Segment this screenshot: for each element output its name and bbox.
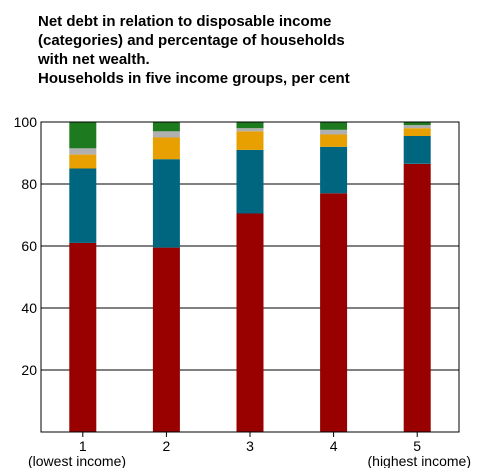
bar-segment-4-4 xyxy=(320,129,348,135)
y-tick-label-20: 20 xyxy=(21,362,37,378)
bar-stacks xyxy=(69,122,431,432)
chart-title-line-3: with net wealth. xyxy=(38,51,150,68)
bar-segment-1-2 xyxy=(69,168,97,243)
bar-segment-5-3 xyxy=(403,128,431,136)
chart-title-line-2: (categories) and percentage of household… xyxy=(38,32,345,49)
x-tick-label-5: 5 xyxy=(413,438,421,454)
x-sublabel-5: (highest income) xyxy=(368,453,472,468)
bar-stack-1 xyxy=(69,122,97,432)
bar-segment-5-4 xyxy=(403,125,431,129)
chart-title-line-4: Households in five income groups, per ce… xyxy=(38,70,350,87)
y-tick-label-100: 100 xyxy=(14,114,38,130)
y-tick-label-60: 60 xyxy=(21,238,37,254)
x-tick-label-1: 1 xyxy=(79,438,87,454)
bar-segment-2-5 xyxy=(152,122,180,132)
y-tick-label-80: 80 xyxy=(21,176,37,192)
x-tick-label-3: 3 xyxy=(246,438,254,454)
bar-segment-5-5 xyxy=(403,122,431,126)
x-sublabel-1: (lowest income) xyxy=(28,453,126,468)
bar-segment-1-4 xyxy=(69,148,97,155)
bar-segment-2-2 xyxy=(152,159,180,248)
bar-segment-2-1 xyxy=(152,247,180,432)
x-tick-label-2: 2 xyxy=(163,438,171,454)
bar-segment-3-4 xyxy=(236,128,264,132)
y-axis: 20 40 60 80 100 xyxy=(14,114,38,378)
bar-segment-4-2 xyxy=(320,146,348,194)
chart-title: Net debt in relation to disposable incom… xyxy=(38,12,468,88)
x-axis: 1(lowest income) 2 3 4 5(highest income) xyxy=(28,432,471,468)
bar-segment-3-3 xyxy=(236,131,264,150)
bar-segment-5-1 xyxy=(403,163,431,432)
bar-stack-5 xyxy=(403,122,431,432)
bar-segment-1-1 xyxy=(69,242,97,432)
y-tick-label-40: 40 xyxy=(21,300,37,316)
bar-stack-2 xyxy=(152,122,180,432)
bar-segment-2-3 xyxy=(152,137,180,160)
bar-segment-2-4 xyxy=(152,131,180,138)
bar-stack-3 xyxy=(236,122,264,432)
bar-segment-1-3 xyxy=(69,154,97,169)
bar-stack-4 xyxy=(320,122,348,432)
bar-segment-3-1 xyxy=(236,213,264,432)
chart-title-line-1: Net debt in relation to disposable incom… xyxy=(38,13,332,30)
bar-segment-3-5 xyxy=(236,122,264,129)
bar-segment-4-5 xyxy=(320,122,348,130)
bar-segment-4-1 xyxy=(320,193,348,432)
bar-segment-4-3 xyxy=(320,134,348,147)
x-tick-label-4: 4 xyxy=(330,438,338,454)
bar-segment-1-5 xyxy=(69,122,97,149)
bar-segment-3-2 xyxy=(236,149,264,214)
bar-segment-5-2 xyxy=(403,135,431,164)
